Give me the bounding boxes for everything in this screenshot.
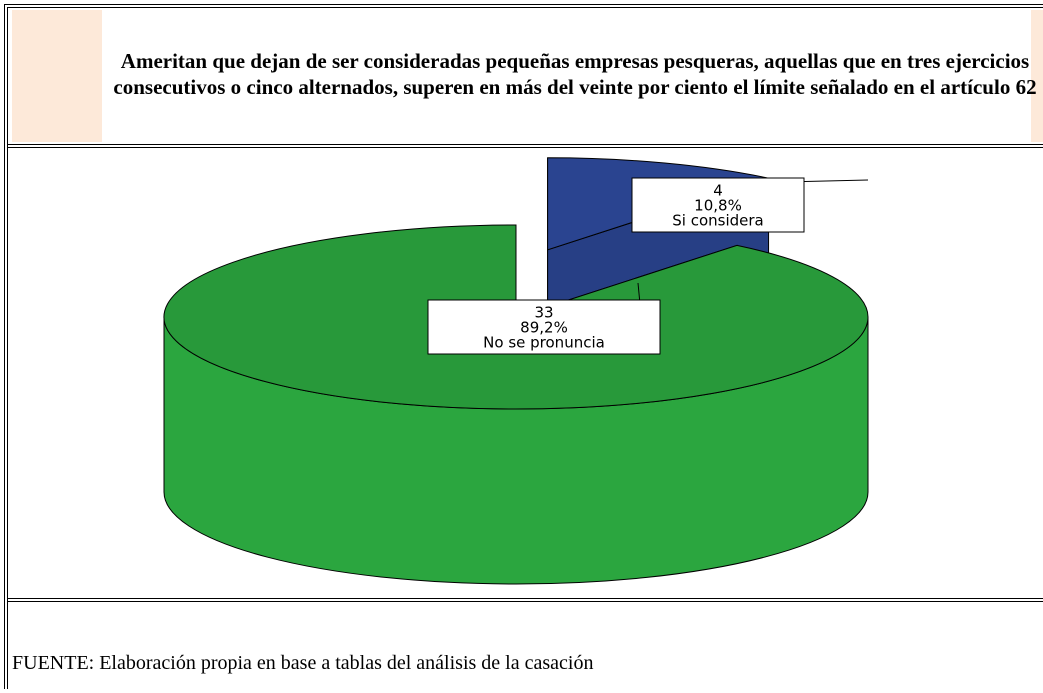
label-box: [427, 299, 661, 355]
label-box: [631, 177, 805, 233]
category-label: No se pronuncia: [483, 334, 605, 352]
slice: [163, 224, 869, 585]
category-label: Si considera: [672, 212, 763, 230]
count-label: 4: [713, 182, 723, 200]
percent-label: 89,2%: [520, 319, 568, 337]
footer: FUENTE: Elaboración propia en base a tab…: [8, 598, 1043, 693]
source-note: FUENTE: Elaboración propia en base a tab…: [12, 652, 594, 674]
header-stripe: [1031, 10, 1043, 142]
percent-label: 10,8%: [694, 197, 742, 215]
header: Ameritan que dejan de ser consideradas p…: [8, 8, 1043, 148]
chart-title: Ameritan que dejan de ser consideradas p…: [113, 49, 1037, 99]
frame: Ameritan que dejan de ser consideradas p…: [4, 4, 1043, 689]
count-label: 33: [534, 304, 553, 322]
header-stripe: [12, 10, 102, 142]
